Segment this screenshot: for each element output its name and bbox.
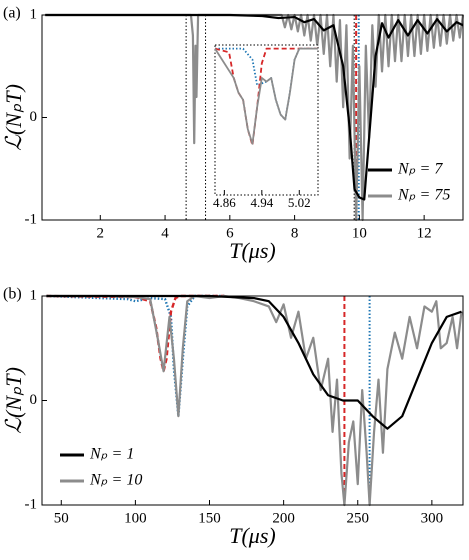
x-tick-label: 5.02 bbox=[288, 195, 311, 210]
y-tick-label: 0 bbox=[30, 109, 38, 125]
x-tick-label: 6 bbox=[226, 225, 234, 241]
x-tick-label: 2 bbox=[97, 225, 105, 241]
x-tick-label: 4 bbox=[161, 225, 169, 241]
x-tick-label: 150 bbox=[198, 510, 221, 526]
x-tick-label: 300 bbox=[421, 510, 444, 526]
x-axis-label: T(μs) bbox=[229, 238, 276, 263]
x-tick-label: 50 bbox=[54, 510, 69, 526]
y-tick-label: -1 bbox=[25, 211, 38, 227]
legend-label: Nₚ = 1 bbox=[89, 446, 134, 463]
y-tick-label: 0 bbox=[30, 392, 38, 408]
panel-label: (a) bbox=[3, 5, 21, 22]
y-tick-label: 1 bbox=[30, 287, 38, 303]
series-line bbox=[45, 13, 464, 201]
series-line bbox=[46, 294, 225, 373]
series-line bbox=[214, 47, 318, 145]
y-axis-label: ℒ(NₚT) bbox=[1, 84, 26, 151]
legend-label: Nₚ = 7 bbox=[397, 161, 443, 178]
x-axis-label: T(μs) bbox=[229, 523, 276, 548]
x-tick-label: 200 bbox=[272, 510, 295, 526]
panel-label: (b) bbox=[3, 286, 22, 303]
y-tick-label: 1 bbox=[30, 6, 38, 22]
x-tick-label: 4.86 bbox=[213, 195, 236, 210]
series-line bbox=[45, 13, 465, 222]
x-tick-label: 250 bbox=[347, 510, 370, 526]
x-tick-label: 12 bbox=[417, 225, 432, 241]
x-tick-label: 100 bbox=[124, 510, 147, 526]
y-tick-label: -1 bbox=[25, 496, 38, 512]
legend-label: Nₚ = 10 bbox=[89, 472, 142, 489]
x-tick-label: 8 bbox=[291, 225, 299, 241]
x-tick-label: 4.94 bbox=[250, 195, 273, 210]
legend-label: Nₚ = 75 bbox=[397, 187, 450, 204]
y-axis-label: ℒ(NₚT) bbox=[1, 367, 26, 434]
x-tick-label: 10 bbox=[352, 225, 367, 241]
series-line bbox=[46, 294, 463, 507]
series-line bbox=[46, 294, 462, 430]
series-line bbox=[46, 294, 225, 418]
inset-frame bbox=[214, 44, 319, 196]
